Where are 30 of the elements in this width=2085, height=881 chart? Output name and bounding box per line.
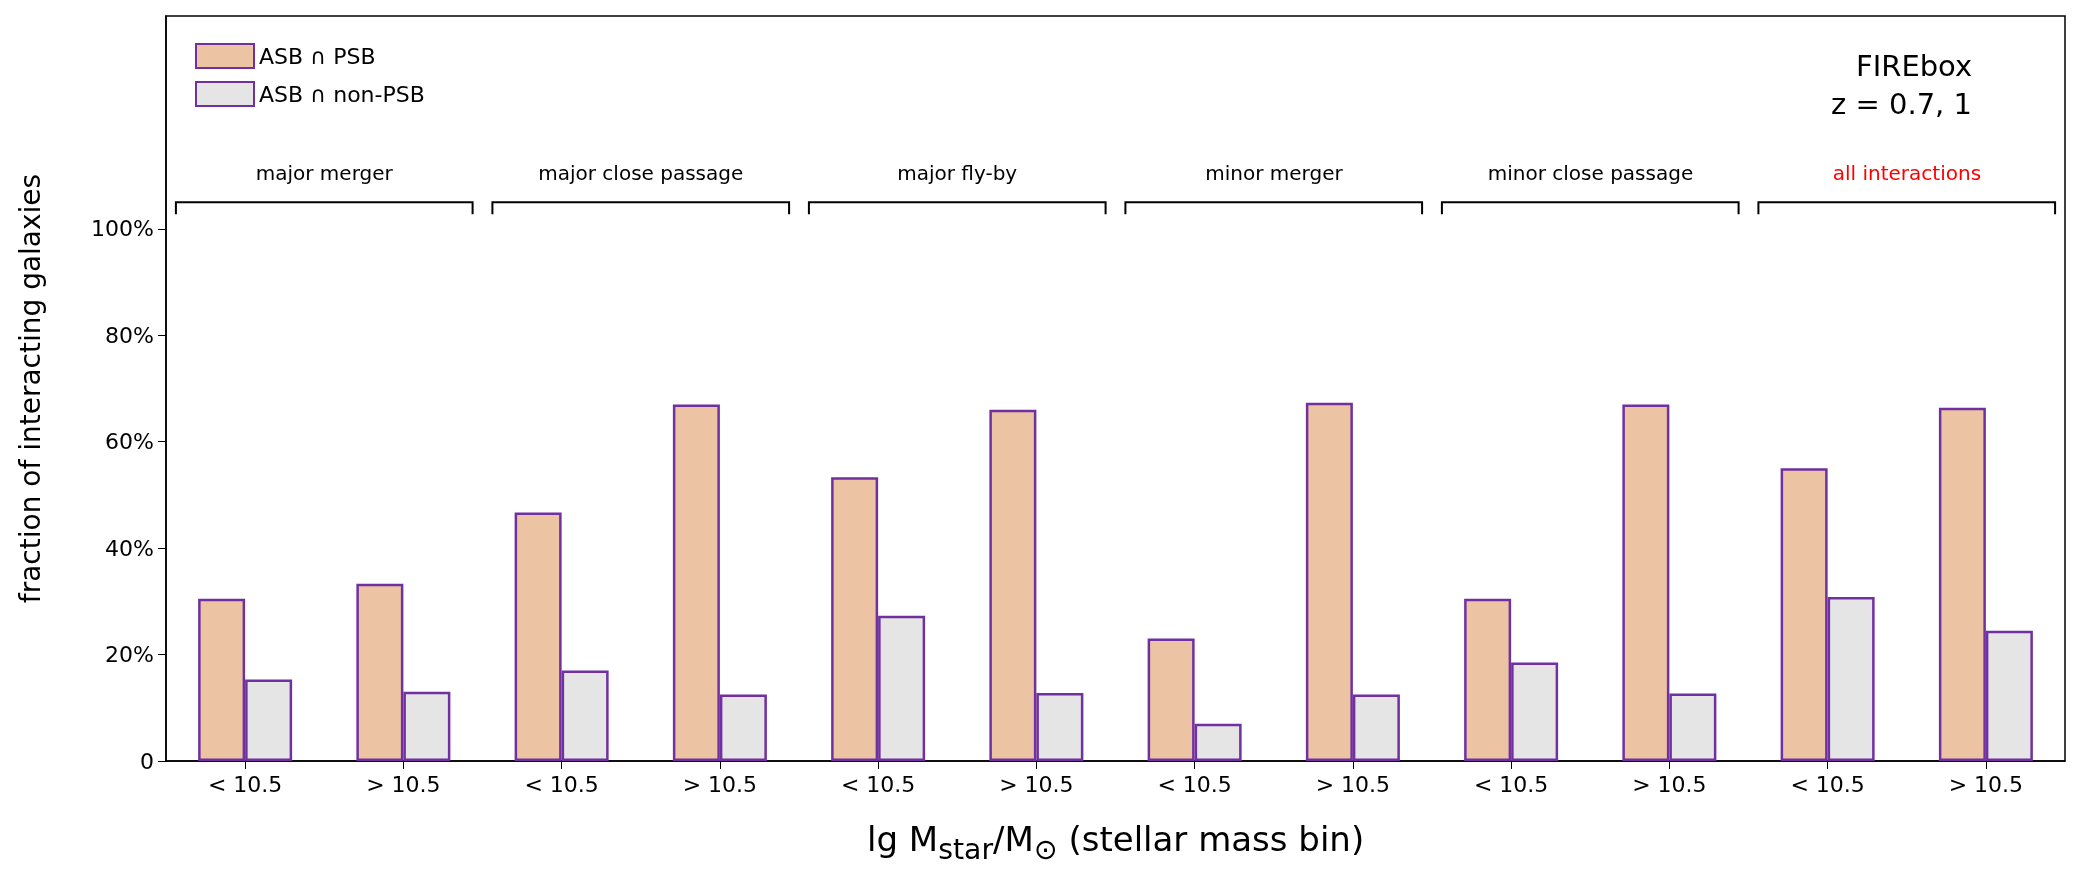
x-tick-label: > 10.5: [682, 771, 758, 797]
x-tick-label: > 10.5: [1632, 771, 1707, 797]
legend-label: ASB ∩ non-PSB: [259, 81, 425, 107]
y-tick-label: 20%: [105, 642, 154, 668]
annotation: major merger: [255, 160, 393, 185]
x-tick-label: < 10.5: [207, 771, 283, 797]
y-tick-label: 60%: [105, 429, 154, 455]
legend-label: ASB ∩ PSB: [259, 43, 376, 69]
x-axis-title: lg M$_{star}$/M$_{⊙}$ (stellar mass bin): [867, 818, 1365, 866]
y-tick-label: 0: [140, 748, 154, 774]
x-tick-label: < 10.5: [1473, 771, 1549, 797]
x-tick-label: < 10.5: [1790, 771, 1865, 797]
y-tick-label: 80%: [105, 322, 154, 348]
annotation: minor close passage: [1487, 160, 1694, 185]
y-axis-title: fraction of interacting galaxies: [13, 173, 47, 604]
x-tick-label: > 10.5: [1315, 771, 1391, 797]
x-tick-label: < 10.5: [1157, 771, 1232, 797]
x-tick-label: > 10.5: [366, 771, 441, 797]
annotation: minor merger: [1205, 160, 1343, 185]
annotation: FIREbox: [1856, 49, 1973, 83]
x-tick-label: < 10.5: [840, 771, 916, 797]
x-tick-label: > 10.5: [1948, 771, 2024, 797]
x-tick-label: > 10.5: [999, 771, 1074, 797]
annotation: major close passage: [538, 160, 744, 185]
x-tick-label: < 10.5: [524, 771, 599, 797]
annotation: major fly-by: [897, 160, 1018, 185]
annotation: all interactions: [1832, 160, 1982, 185]
y-tick-label: 40%: [105, 535, 154, 561]
y-tick-label: 100%: [91, 216, 154, 242]
annotation: z = 0.7, 1: [1831, 87, 1972, 121]
